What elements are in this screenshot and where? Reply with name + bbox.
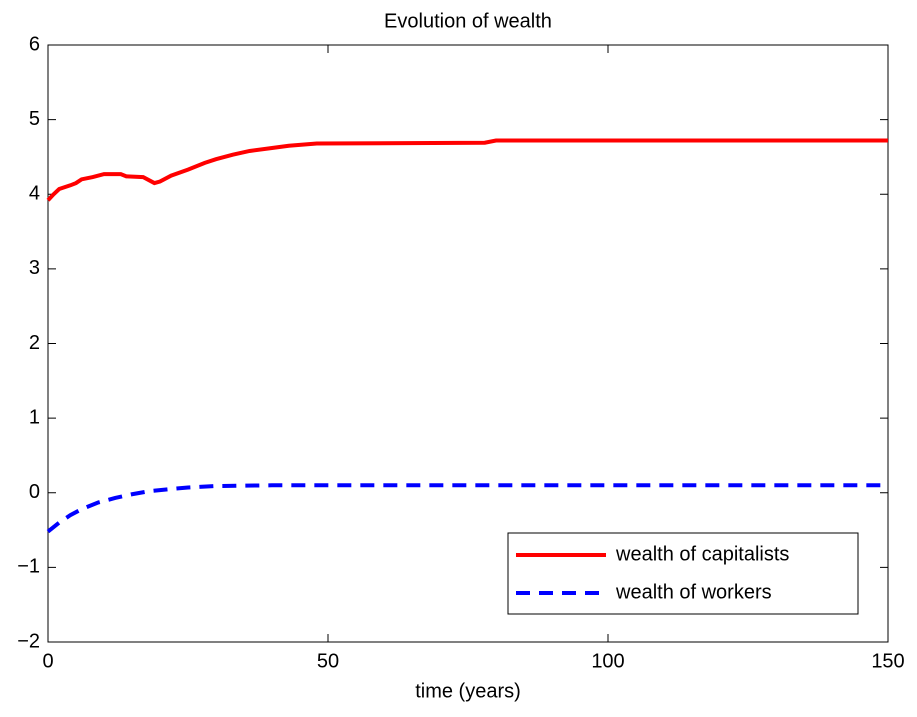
- data-line: [46, 483, 888, 534]
- y-tick-label: 2: [29, 332, 40, 354]
- chart-title: Evolution of wealth: [384, 10, 552, 32]
- legend-box: [507, 532, 859, 615]
- y-tick-label: 4: [29, 183, 40, 205]
- data-line: [46, 138, 888, 202]
- x-tick-label: 100: [591, 650, 624, 672]
- x-tick-label: 50: [317, 650, 339, 672]
- legend-label: wealth of capitalists: [615, 543, 789, 565]
- y-tick-label: 6: [29, 33, 40, 55]
- y-tick-label: 3: [29, 257, 40, 279]
- y-tick-label: 5: [29, 108, 40, 130]
- legend-label: wealth of workers: [615, 581, 772, 603]
- y-tick-label: 1: [29, 406, 40, 428]
- x-axis-label: time (years): [415, 680, 521, 702]
- y-tick-label: 0: [29, 481, 40, 503]
- y-tick-label: −1: [17, 556, 40, 578]
- x-tick-label: 150: [871, 650, 904, 672]
- plot-frame: [47, 44, 889, 643]
- y-tick-label: −2: [17, 630, 40, 652]
- x-tick-label: 0: [42, 650, 53, 672]
